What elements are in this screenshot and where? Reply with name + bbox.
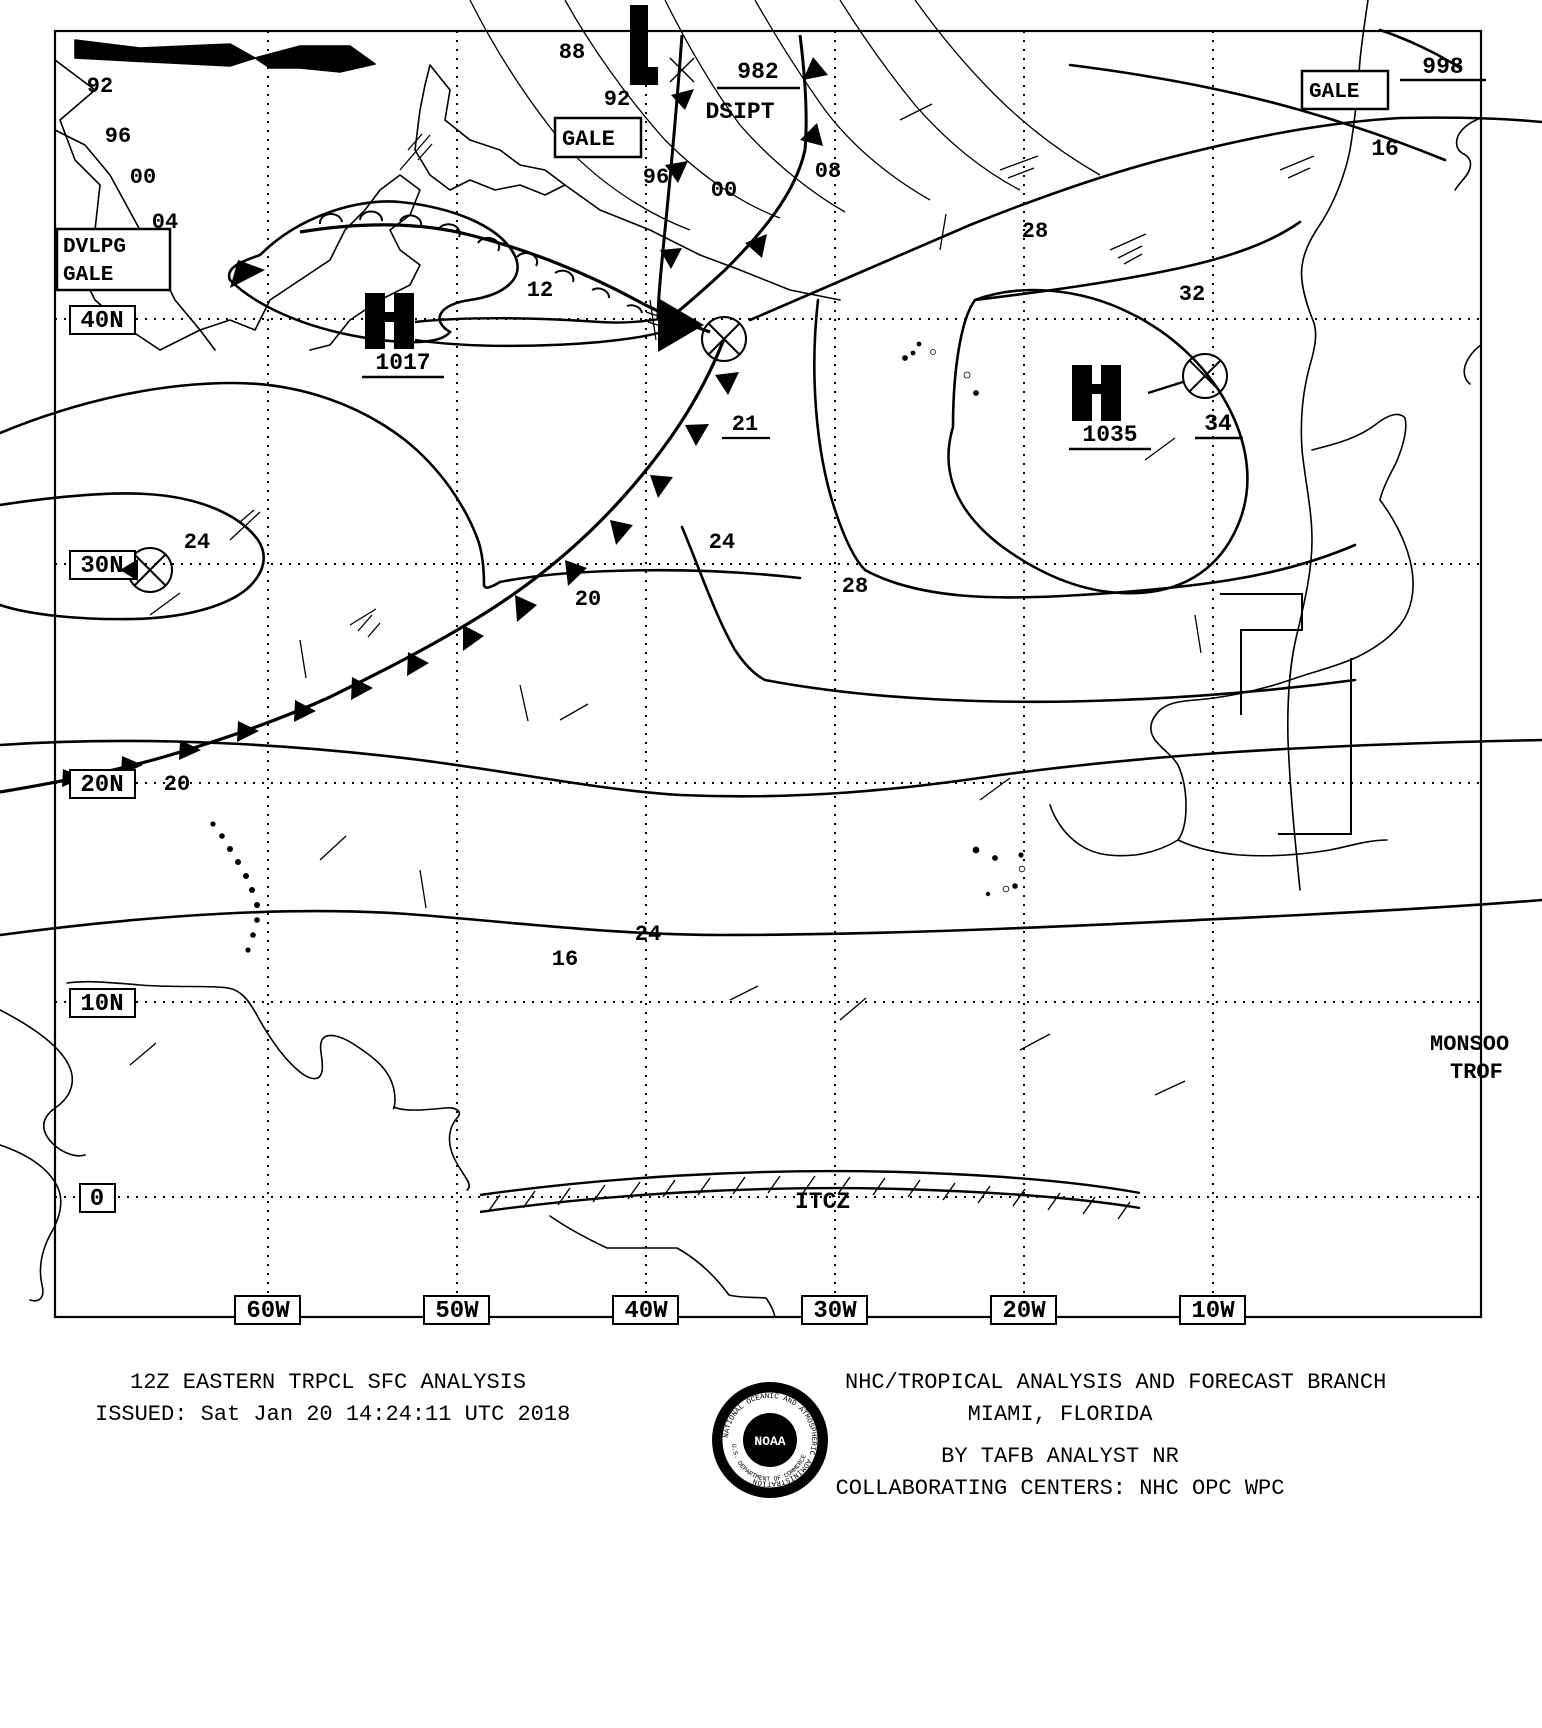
svg-text:24: 24 xyxy=(635,922,661,947)
svg-text:20: 20 xyxy=(164,772,190,797)
svg-text:ISSUED: Sat Jan 20 14:24:11 UT: ISSUED: Sat Jan 20 14:24:11 UTC 2018 xyxy=(95,1402,570,1427)
svg-text:GALE: GALE xyxy=(63,264,113,287)
svg-text:40W: 40W xyxy=(624,1298,668,1325)
svg-text:16: 16 xyxy=(552,947,578,972)
svg-text:04: 04 xyxy=(152,210,178,235)
svg-text:ITCZ: ITCZ xyxy=(795,1189,850,1215)
svg-text:20N: 20N xyxy=(80,772,123,799)
svg-text:92: 92 xyxy=(604,87,630,112)
svg-text:GALE: GALE xyxy=(562,127,615,152)
svg-text:MIAMI, FLORIDA: MIAMI, FLORIDA xyxy=(968,1402,1154,1427)
svg-text:92: 92 xyxy=(87,74,113,99)
svg-text:COLLABORATING CENTERS: NHC OPC: COLLABORATING CENTERS: NHC OPC WPC xyxy=(836,1476,1285,1501)
svg-text:12Z EASTERN TRPCL SFC ANALYSIS: 12Z EASTERN TRPCL SFC ANALYSIS xyxy=(130,1370,526,1395)
svg-text:998: 998 xyxy=(1422,54,1463,80)
svg-text:21: 21 xyxy=(732,412,758,437)
svg-text:TROF: TROF xyxy=(1450,1060,1503,1085)
svg-text:32: 32 xyxy=(1179,282,1205,307)
svg-text:28: 28 xyxy=(1022,219,1048,244)
svg-text:96: 96 xyxy=(643,165,669,190)
svg-text:96: 96 xyxy=(105,124,131,149)
svg-text:08: 08 xyxy=(815,159,841,184)
svg-text:NOAA: NOAA xyxy=(754,1434,785,1449)
svg-text:10N: 10N xyxy=(80,991,123,1018)
svg-text:24: 24 xyxy=(184,530,210,555)
svg-text:20W: 20W xyxy=(1002,1298,1046,1325)
svg-text:0: 0 xyxy=(90,1186,104,1213)
svg-text:DVLPG: DVLPG xyxy=(63,236,126,259)
svg-text:50W: 50W xyxy=(435,1298,479,1325)
svg-text:982: 982 xyxy=(737,59,778,85)
svg-text:00: 00 xyxy=(130,165,156,190)
svg-text:1017: 1017 xyxy=(375,350,430,376)
svg-text:88: 88 xyxy=(559,40,585,65)
svg-text:00: 00 xyxy=(711,178,737,203)
svg-text:MONSOO: MONSOO xyxy=(1430,1032,1509,1057)
svg-text:34: 34 xyxy=(1204,411,1232,437)
svg-text:10W: 10W xyxy=(1191,1298,1235,1325)
svg-text:12: 12 xyxy=(527,278,553,303)
svg-text:60W: 60W xyxy=(246,1298,290,1325)
svg-text:28: 28 xyxy=(842,574,868,599)
svg-text:1035: 1035 xyxy=(1082,422,1137,448)
svg-text:16: 16 xyxy=(1371,136,1399,162)
svg-text:DSIPT: DSIPT xyxy=(705,99,774,125)
svg-text:30N: 30N xyxy=(80,553,123,580)
svg-text:NHC/TROPICAL ANALYSIS AND FORE: NHC/TROPICAL ANALYSIS AND FORECAST BRANC… xyxy=(845,1370,1386,1395)
svg-text:24: 24 xyxy=(709,530,735,555)
svg-text:BY TAFB ANALYST NR: BY TAFB ANALYST NR xyxy=(941,1444,1179,1469)
svg-text:30W: 30W xyxy=(813,1298,857,1325)
svg-text:20: 20 xyxy=(575,587,601,612)
svg-text:40N: 40N xyxy=(80,308,123,335)
svg-text:GALE: GALE xyxy=(1309,81,1359,104)
